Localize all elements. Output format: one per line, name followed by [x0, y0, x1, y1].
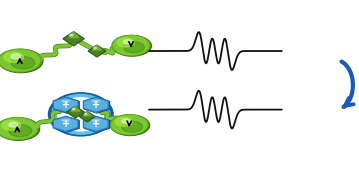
Circle shape	[111, 115, 150, 136]
Polygon shape	[66, 106, 84, 118]
Circle shape	[110, 115, 148, 135]
Circle shape	[2, 121, 21, 130]
Circle shape	[4, 52, 23, 62]
Circle shape	[115, 117, 132, 126]
Polygon shape	[88, 45, 106, 57]
Polygon shape	[53, 97, 78, 112]
Circle shape	[123, 42, 144, 53]
Polygon shape	[68, 32, 79, 38]
Text: +: +	[92, 119, 100, 129]
Polygon shape	[93, 45, 102, 50]
Polygon shape	[79, 111, 95, 122]
Circle shape	[11, 57, 35, 69]
Circle shape	[112, 115, 147, 134]
Polygon shape	[63, 32, 84, 46]
Polygon shape	[61, 101, 70, 103]
Polygon shape	[54, 117, 79, 132]
Circle shape	[113, 36, 151, 56]
Circle shape	[72, 108, 75, 110]
Polygon shape	[85, 117, 109, 132]
Polygon shape	[84, 116, 108, 132]
Circle shape	[0, 50, 39, 71]
Circle shape	[112, 35, 150, 55]
Circle shape	[9, 122, 18, 127]
Circle shape	[0, 49, 41, 72]
Ellipse shape	[48, 93, 113, 136]
Polygon shape	[83, 111, 91, 116]
Text: +: +	[62, 100, 70, 110]
Circle shape	[70, 34, 73, 36]
Circle shape	[11, 54, 20, 59]
Polygon shape	[53, 116, 78, 132]
Polygon shape	[92, 120, 100, 122]
Circle shape	[117, 38, 134, 47]
Circle shape	[122, 121, 143, 132]
Text: +: +	[92, 100, 100, 110]
Circle shape	[0, 119, 36, 139]
Polygon shape	[85, 98, 109, 113]
Polygon shape	[92, 101, 100, 103]
Circle shape	[84, 113, 87, 115]
Ellipse shape	[52, 94, 110, 134]
Polygon shape	[71, 106, 80, 111]
Circle shape	[123, 40, 132, 44]
Circle shape	[113, 36, 149, 55]
Ellipse shape	[58, 98, 104, 131]
Polygon shape	[84, 97, 108, 112]
Circle shape	[0, 118, 39, 140]
Text: +: +	[62, 119, 70, 129]
Circle shape	[0, 118, 38, 139]
Circle shape	[9, 125, 32, 137]
Circle shape	[0, 50, 43, 73]
Circle shape	[122, 119, 130, 123]
Circle shape	[94, 47, 97, 49]
Polygon shape	[54, 98, 79, 113]
Polygon shape	[61, 120, 70, 122]
